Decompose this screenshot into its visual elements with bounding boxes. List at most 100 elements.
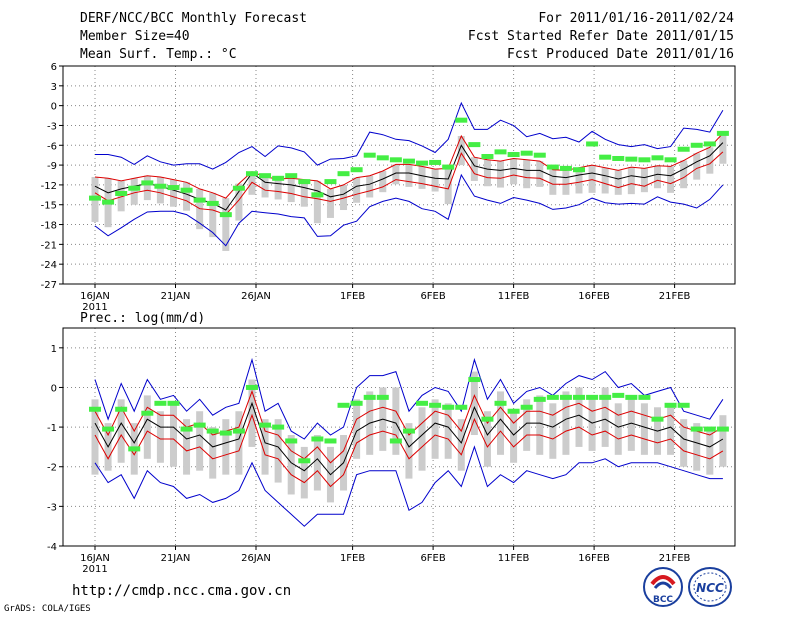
climatology-marker bbox=[298, 179, 311, 185]
spread-box bbox=[614, 170, 622, 195]
y-tick-label: -2 bbox=[47, 463, 57, 474]
climatology-marker bbox=[324, 438, 337, 444]
spread-box bbox=[640, 403, 648, 455]
climatology-marker bbox=[232, 185, 245, 191]
climatology-marker bbox=[625, 394, 638, 400]
climatology-marker bbox=[481, 416, 494, 422]
y-tick-label: 0 bbox=[51, 102, 57, 113]
y-tick-label: 6 bbox=[51, 62, 57, 73]
spread-box bbox=[209, 427, 217, 479]
spread-box bbox=[667, 166, 675, 193]
spread-box bbox=[274, 178, 282, 200]
spread-box bbox=[353, 177, 361, 203]
climatology-marker bbox=[402, 158, 415, 164]
spread-box bbox=[562, 391, 570, 455]
spread-box bbox=[261, 419, 269, 475]
climatology-marker bbox=[272, 175, 285, 181]
climatology-marker bbox=[115, 190, 128, 196]
x-tick-label: 11FEB bbox=[498, 291, 530, 302]
x-tick-label: 21JAN bbox=[161, 553, 191, 564]
spread-box bbox=[536, 161, 544, 187]
spread-box bbox=[143, 175, 151, 201]
spread-box bbox=[143, 395, 151, 459]
series-lower-line bbox=[94, 151, 724, 216]
climatology-marker bbox=[520, 404, 533, 410]
climatology-marker bbox=[651, 416, 664, 422]
spread-box bbox=[470, 371, 478, 436]
climatology-marker bbox=[533, 396, 546, 402]
spread-box bbox=[222, 198, 230, 251]
x-tick-label: 6FEB bbox=[420, 553, 445, 564]
climatology-marker bbox=[638, 157, 651, 163]
climatology-marker bbox=[599, 394, 612, 400]
spread-box bbox=[510, 158, 518, 185]
spread-box bbox=[313, 435, 321, 491]
spread-box bbox=[510, 411, 518, 463]
climatology-marker bbox=[468, 142, 481, 148]
spread-box bbox=[601, 387, 609, 447]
spread-box bbox=[169, 179, 177, 207]
spread-box bbox=[156, 411, 164, 463]
climatology-marker bbox=[389, 157, 402, 163]
spread-box bbox=[130, 178, 138, 205]
spread-box bbox=[667, 403, 675, 455]
climatology-marker bbox=[546, 394, 559, 400]
climatology-marker bbox=[350, 167, 363, 173]
spread-box bbox=[405, 164, 413, 187]
climatology-marker bbox=[703, 426, 716, 432]
y-tick-label: -15 bbox=[41, 201, 57, 212]
spread-box bbox=[549, 403, 557, 459]
spread-box bbox=[248, 379, 256, 447]
series-mean-line bbox=[94, 401, 724, 476]
climatology-marker bbox=[625, 156, 638, 162]
climatology-marker bbox=[455, 404, 468, 410]
spread-box bbox=[693, 423, 701, 471]
footer-url[interactable]: http://cmdp.ncc.cma.gov.cn bbox=[72, 583, 292, 599]
climatology-marker bbox=[128, 185, 141, 191]
plot-frame bbox=[62, 327, 736, 547]
climatology-marker bbox=[193, 197, 206, 203]
climatology-marker bbox=[546, 164, 559, 170]
spread-box bbox=[313, 180, 321, 224]
climatology-marker bbox=[337, 171, 350, 177]
x-tick-label: 16FEB bbox=[578, 553, 610, 564]
spread-box bbox=[287, 178, 295, 203]
climatology-marker bbox=[429, 159, 442, 165]
climatology-marker bbox=[245, 171, 258, 177]
climatology-marker bbox=[599, 154, 612, 160]
x-tick-label: 16FEB bbox=[578, 291, 610, 302]
y-tick-label: -9 bbox=[47, 161, 57, 172]
climatology-marker bbox=[376, 155, 389, 161]
climatology-marker bbox=[232, 428, 245, 434]
climatology-marker bbox=[507, 408, 520, 414]
climatology-marker bbox=[677, 146, 690, 152]
climatology-marker bbox=[219, 212, 232, 218]
spread-box bbox=[497, 391, 505, 455]
spread-box bbox=[196, 411, 204, 471]
grads-credit: GrADS: COLA/IGES bbox=[4, 604, 91, 614]
climatology-marker bbox=[324, 179, 337, 185]
spread-box bbox=[431, 169, 439, 192]
climatology-marker bbox=[376, 394, 389, 400]
start-refer-date: Fcst Started Refer Date 2011/01/15 bbox=[467, 29, 734, 44]
x-tick-label: 1FEB bbox=[340, 553, 365, 564]
x-tick-label: 16JAN bbox=[80, 553, 110, 564]
climatology-marker bbox=[455, 117, 468, 123]
climatology-marker bbox=[363, 394, 376, 400]
climatology-marker bbox=[559, 394, 572, 400]
spread-box bbox=[261, 176, 269, 198]
climatology-marker bbox=[337, 402, 350, 408]
spread-box bbox=[366, 175, 374, 198]
series-lower-line bbox=[94, 413, 724, 488]
spread-box bbox=[653, 165, 661, 189]
climatology-marker bbox=[703, 141, 716, 147]
spread-box bbox=[523, 399, 531, 451]
spread-box bbox=[680, 160, 688, 189]
climatology-marker bbox=[612, 155, 625, 161]
spread-box bbox=[562, 170, 570, 195]
climatology-marker bbox=[429, 402, 442, 408]
climatology-marker bbox=[167, 400, 180, 406]
climatology-marker bbox=[141, 180, 154, 186]
climatology-marker bbox=[259, 173, 272, 179]
